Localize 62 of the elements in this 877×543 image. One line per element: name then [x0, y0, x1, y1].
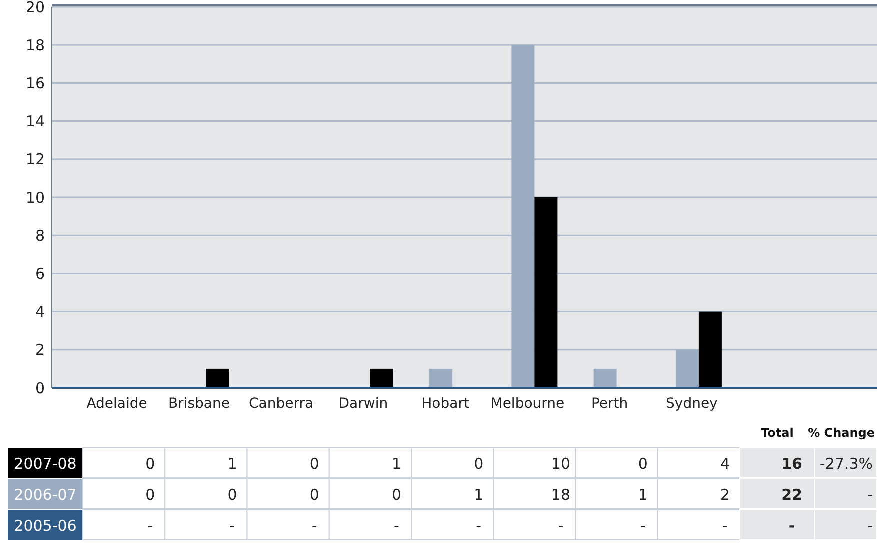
- y-tick-label: 10: [26, 188, 45, 207]
- text: -: [640, 516, 646, 535]
- text: -27.3%: [820, 454, 873, 473]
- data-label: 10: [551, 454, 571, 473]
- text: -: [868, 486, 873, 504]
- text: -: [722, 516, 728, 535]
- y-tick-label: 2: [35, 341, 45, 360]
- text: Total: [761, 426, 794, 440]
- bar: [430, 368, 453, 388]
- x-tick-label: Adelaide: [86, 396, 148, 412]
- x-tick-label: Darwin: [338, 396, 388, 412]
- y-tick-label: 14: [26, 112, 45, 131]
- data-label: 0: [310, 454, 320, 473]
- data-label: 1: [474, 486, 484, 504]
- data-label: 1: [392, 454, 402, 473]
- legend-label: 2005-06: [14, 516, 77, 535]
- y-tick-label: 0: [35, 379, 45, 398]
- data-label: 0: [392, 486, 402, 504]
- x-tick-label: Sydney: [666, 396, 718, 412]
- text: -: [788, 516, 796, 535]
- data-label: 1: [638, 486, 648, 504]
- bar: [534, 198, 558, 388]
- y-tick-label: 4: [35, 303, 45, 322]
- data-label: 1: [228, 454, 238, 473]
- x-tick-label: Melbourne: [490, 396, 565, 412]
- text: 16: [782, 454, 802, 473]
- bar: [512, 45, 535, 388]
- legend-label: 2006-07: [14, 486, 77, 504]
- text: -: [148, 516, 154, 535]
- bar: [206, 368, 230, 388]
- data-label: 0: [474, 454, 484, 473]
- data-label: 0: [146, 454, 156, 473]
- text: -: [558, 516, 564, 535]
- y-tick-label: 6: [35, 264, 45, 283]
- data-label: 0: [228, 486, 238, 504]
- data-label: 0: [638, 454, 648, 473]
- text: 22: [782, 486, 802, 504]
- bar: [676, 350, 699, 388]
- y-tick-label: 8: [35, 226, 45, 245]
- x-tick-label: Brisbane: [168, 396, 230, 412]
- text: -: [312, 516, 318, 535]
- text: -: [868, 516, 873, 535]
- data-label: 4: [720, 454, 730, 473]
- x-tick-label: Perth: [591, 396, 628, 412]
- data-label: 0: [310, 486, 320, 504]
- text: -: [476, 516, 482, 535]
- text: -: [394, 516, 400, 535]
- x-tick-label: Hobart: [422, 396, 470, 412]
- y-tick-label: 18: [26, 36, 45, 54]
- data-label: 0: [146, 486, 156, 504]
- y-tick-label: 16: [26, 74, 45, 92]
- legend-label: 2007-08: [14, 454, 77, 473]
- data-label: 18: [551, 486, 571, 504]
- y-tick-label: 20: [26, 0, 45, 16]
- y-tick-label: 12: [26, 150, 45, 169]
- x-tick-label: Canberra: [249, 396, 314, 412]
- bar: [698, 312, 722, 388]
- text: % Change: [808, 426, 875, 440]
- data-label: 2: [720, 486, 730, 504]
- text: -: [230, 516, 236, 535]
- bar: [594, 368, 617, 388]
- bar: [370, 368, 394, 388]
